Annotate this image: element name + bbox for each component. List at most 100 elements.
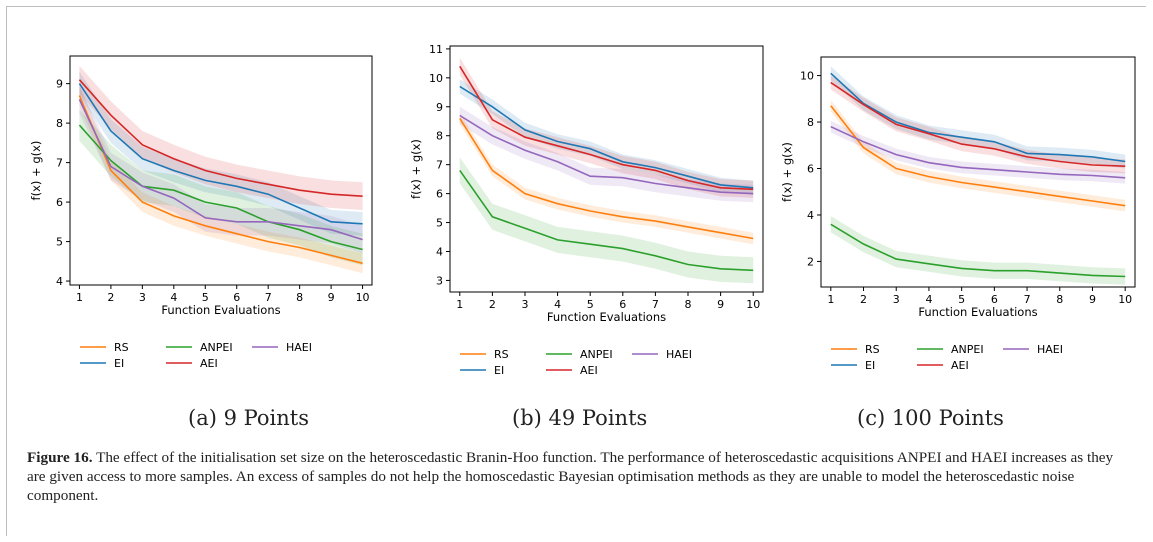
y-tick-label: 5 xyxy=(436,217,443,230)
band-rs xyxy=(459,112,754,245)
subcaption-c: (c) 100 Points xyxy=(857,406,1004,430)
y-tick-label: 7 xyxy=(56,157,63,170)
band-aei xyxy=(830,75,1126,174)
x-tick-label: 6 xyxy=(991,293,998,306)
series-line-ei xyxy=(830,72,1126,163)
y-tick-label: 3 xyxy=(436,274,443,287)
series-line-haei xyxy=(78,99,363,241)
x-tick-label: 3 xyxy=(893,293,900,306)
legend-label-ei: EI xyxy=(865,359,875,372)
y-tick-label: 9 xyxy=(436,101,443,114)
x-tick-label: 7 xyxy=(1024,293,1031,306)
series-line-rs xyxy=(459,117,754,240)
legend-label-anpei: ANPEI xyxy=(580,348,613,361)
legend-label-anpei: ANPEI xyxy=(200,341,233,354)
y-tick-label: 10 xyxy=(800,70,814,83)
figure-caption: Figure 16. The effect of the initialisat… xyxy=(27,448,1132,505)
x-axis-label: Function Evaluations xyxy=(161,303,280,317)
band-anpei xyxy=(830,216,1126,285)
chart-0: 1 2 3 4 5 6 7 8 9 10 4 5 6 7 8 9 Function Evaluations f(x… xyxy=(29,55,373,370)
series-line-rs xyxy=(78,95,363,265)
y-axis-label: f(x) + g(x) xyxy=(409,139,423,199)
x-tick-label: 4 xyxy=(925,293,932,306)
y-tick-label: 6 xyxy=(56,196,63,209)
y-tick-label: 8 xyxy=(56,117,63,130)
x-tick-label: 9 xyxy=(1089,293,1096,306)
x-tick-label: 3 xyxy=(139,291,146,304)
x-tick-label: 10 xyxy=(356,291,370,304)
y-tick-label: 5 xyxy=(56,236,63,249)
charts-svg: 1 2 3 4 5 6 7 8 9 10 4 5 6 7 8 9 Function Evaluations f(x… xyxy=(29,43,1136,377)
y-tick-label: 2 xyxy=(807,255,814,268)
x-tick-label: 2 xyxy=(107,291,114,304)
x-tick-label: 1 xyxy=(76,291,83,304)
x-tick-label: 6 xyxy=(233,291,240,304)
band-rs xyxy=(830,100,1126,212)
legend-label-anpei: ANPEI xyxy=(951,343,984,356)
y-tick-label: 8 xyxy=(436,130,443,143)
y-axis-label: f(x) + g(x) xyxy=(29,141,43,201)
y-tick-label: 7 xyxy=(436,159,443,172)
figure-frame xyxy=(6,6,1146,536)
y-tick-label: 4 xyxy=(807,209,814,222)
x-tick-label: 1 xyxy=(827,293,834,306)
x-tick-label: 10 xyxy=(1118,293,1132,306)
legend-label-aei: AEI xyxy=(580,364,598,377)
x-tick-label: 6 xyxy=(619,298,626,311)
series-line-aei xyxy=(830,81,1126,167)
series-line-rs xyxy=(830,105,1126,207)
legend-label-ei: EI xyxy=(114,357,124,370)
series-line-anpei xyxy=(78,124,363,251)
x-tick-label: 10 xyxy=(746,298,760,311)
series-line-anpei xyxy=(830,223,1126,278)
series-line-ei xyxy=(78,83,363,225)
subcaption-a: (a) 9 Points xyxy=(188,406,309,430)
y-tick-label: 6 xyxy=(436,188,443,201)
legend-label-ei: EI xyxy=(494,364,504,377)
plot-frame xyxy=(69,55,373,286)
x-tick-label: 8 xyxy=(296,291,303,304)
band-anpei xyxy=(459,157,754,284)
y-tick-label: 10 xyxy=(429,72,443,85)
band-ei xyxy=(459,79,754,195)
legend-label-haei: HAEI xyxy=(666,348,692,361)
band-aei xyxy=(459,57,754,198)
band-ei xyxy=(830,66,1126,169)
x-tick-label: 5 xyxy=(958,293,965,306)
legend-label-aei: AEI xyxy=(951,359,969,372)
x-tick-label: 7 xyxy=(265,291,272,304)
subcaption-b: (b) 49 Points xyxy=(512,406,648,430)
x-tick-label: 8 xyxy=(1056,293,1063,306)
x-tick-label: 9 xyxy=(328,291,335,304)
x-tick-label: 5 xyxy=(202,291,209,304)
x-tick-label: 4 xyxy=(170,291,177,304)
series-line-aei xyxy=(459,65,754,191)
y-tick-label: 4 xyxy=(436,245,443,258)
series-line-haei xyxy=(459,114,754,195)
band-anpei xyxy=(79,109,363,266)
band-haei xyxy=(79,85,363,254)
series-line-ei xyxy=(459,85,754,189)
legend-label-haei: HAEI xyxy=(1037,343,1063,356)
band-ei xyxy=(79,71,363,236)
y-tick-label: 4 xyxy=(56,275,63,288)
x-axis-label: Function Evaluations xyxy=(547,310,666,324)
x-tick-label: 4 xyxy=(554,298,561,311)
figure-caption-text: The effect of the initialisation set siz… xyxy=(27,449,1114,504)
x-tick-label: 1 xyxy=(456,298,463,311)
plot-frame xyxy=(449,45,764,293)
chart-2: 1 2 3 4 5 6 7 8 9 10 2 4 6 8 10 Function Evaluations f(x… xyxy=(780,56,1136,372)
x-axis-label: Function Evaluations xyxy=(918,305,1037,319)
y-tick-label: 9 xyxy=(56,78,63,91)
legend-label-aei: AEI xyxy=(200,357,218,370)
figure-label: Figure 16. xyxy=(27,449,93,466)
x-tick-label: 2 xyxy=(860,293,867,306)
y-axis-label: f(x) + g(x) xyxy=(780,142,794,202)
x-tick-label: 7 xyxy=(652,298,659,311)
legend-label-rs: RS xyxy=(114,341,129,354)
y-tick-label: 11 xyxy=(429,43,443,56)
band-rs xyxy=(79,85,363,274)
chart-1: 1 2 3 4 5 6 7 8 9 10 3 4 5 6 7 8 9 10 11 Function Evaluatio… xyxy=(409,43,764,377)
y-tick-label: 6 xyxy=(807,163,814,176)
series-line-aei xyxy=(78,79,363,197)
